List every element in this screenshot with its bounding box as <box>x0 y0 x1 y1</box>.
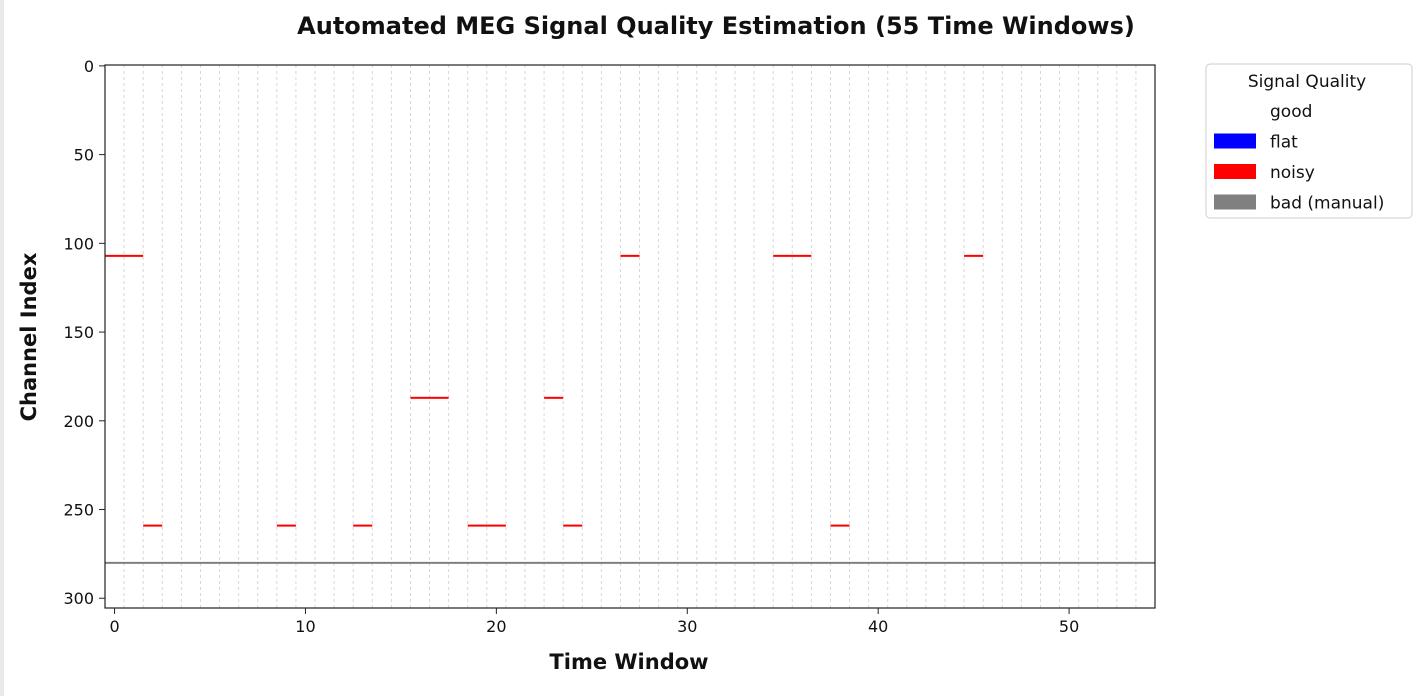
x-tick-label: 30 <box>677 617 697 636</box>
y-tick-label: 0 <box>84 57 94 76</box>
noisy-segment <box>830 524 850 527</box>
x-tick-label: 20 <box>486 617 506 636</box>
x-tick-label: 40 <box>868 617 888 636</box>
x-tick-label: 0 <box>109 617 119 636</box>
y-tick-label: 250 <box>63 501 94 520</box>
legend-label: flat <box>1270 133 1298 153</box>
noisy-segment <box>105 254 144 257</box>
x-axis-label: Time Window <box>549 650 708 674</box>
chart-title: Automated MEG Signal Quality Estimation … <box>297 12 1135 40</box>
y-tick-label: 50 <box>74 146 94 165</box>
y-tick-label: 150 <box>63 323 94 342</box>
left-frame-border <box>0 0 4 696</box>
noisy-segment <box>143 524 163 527</box>
bad-manual-channel-row <box>105 561 1155 564</box>
legend-label: bad (manual) <box>1270 194 1384 214</box>
legend-title: Signal Quality <box>1248 72 1366 92</box>
legend-box <box>1205 63 1413 219</box>
noisy-segment <box>620 254 640 257</box>
noisy-segment <box>964 254 984 257</box>
noisy-segment <box>467 524 506 527</box>
legend: Signal Quality good flat noisy bad (manual) <box>1205 63 1413 219</box>
noisy-segment <box>410 396 449 399</box>
noisy-segment <box>773 254 812 257</box>
noisy-segment <box>544 396 564 399</box>
y-axis-label: Channel Index <box>17 252 41 421</box>
legend-label: good <box>1270 102 1312 122</box>
legend-swatch-good <box>1214 103 1256 118</box>
noisy-segment <box>276 524 296 527</box>
legend-label: noisy <box>1270 163 1315 183</box>
noisy-segment <box>353 524 373 527</box>
y-tick-label: 300 <box>63 589 94 608</box>
y-tick-label: 100 <box>63 234 94 253</box>
legend-swatch-bad-manual <box>1214 194 1256 210</box>
legend-swatch-flat <box>1214 133 1256 149</box>
y-tick-label: 200 <box>63 412 94 431</box>
legend-swatch-noisy <box>1214 164 1256 179</box>
plot-frame <box>104 64 1156 609</box>
noisy-segment <box>563 524 583 527</box>
x-tick-label: 10 <box>295 617 315 636</box>
plot-area <box>105 65 1155 608</box>
x-tick-label: 50 <box>1059 617 1079 636</box>
